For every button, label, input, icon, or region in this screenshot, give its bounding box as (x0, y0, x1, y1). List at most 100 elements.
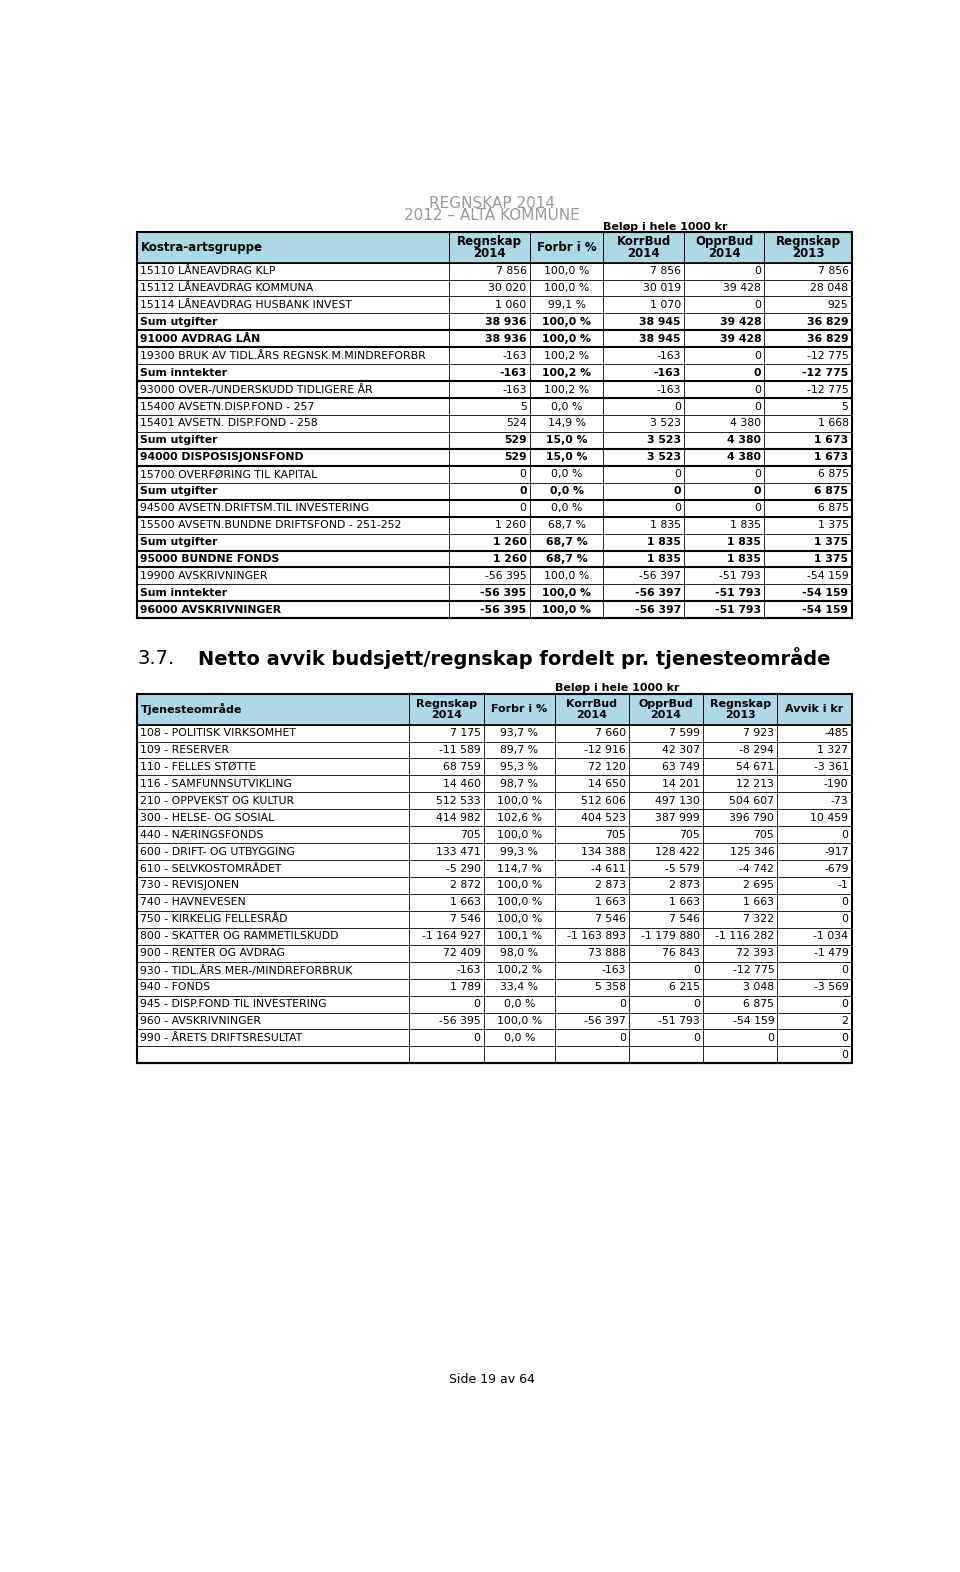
Text: Regnskap: Regnskap (416, 700, 477, 709)
Text: 100,2 %: 100,2 % (544, 385, 589, 395)
Text: Sum inntekter: Sum inntekter (140, 588, 228, 597)
Text: 0: 0 (842, 965, 849, 975)
Text: 1 835: 1 835 (650, 520, 681, 530)
Text: -54 159: -54 159 (732, 1016, 775, 1027)
Text: -4 611: -4 611 (591, 863, 626, 874)
Text: 0: 0 (619, 1033, 626, 1042)
Text: 750 - KIRKELIG FELLESRÅD: 750 - KIRKELIG FELLESRÅD (140, 915, 288, 924)
Text: 110 - FELLES STØTTE: 110 - FELLES STØTTE (140, 762, 256, 772)
Text: -1 179 880: -1 179 880 (641, 931, 700, 942)
Text: 4 380: 4 380 (728, 453, 761, 462)
Text: 1 070: 1 070 (650, 300, 681, 310)
Text: OpprBud: OpprBud (695, 236, 754, 248)
Text: 93000 OVER-/UNDERSKUDD TIDLIGERE ÅR: 93000 OVER-/UNDERSKUDD TIDLIGERE ÅR (140, 384, 372, 395)
Text: -51 793: -51 793 (715, 605, 761, 615)
Text: 125 346: 125 346 (730, 847, 775, 857)
Text: 1 375: 1 375 (818, 520, 849, 530)
Text: 1 375: 1 375 (814, 553, 849, 564)
Text: Tjenesteområde: Tjenesteområde (141, 703, 242, 715)
Text: 76 843: 76 843 (662, 948, 700, 959)
Text: 68,7 %: 68,7 % (545, 553, 588, 564)
Text: 0,0 %: 0,0 % (549, 486, 584, 497)
Text: 5 358: 5 358 (595, 982, 626, 992)
Text: 0,0 %: 0,0 % (503, 1033, 535, 1042)
Text: -917: -917 (824, 847, 849, 857)
Text: 414 982: 414 982 (436, 813, 481, 822)
Text: 1 663: 1 663 (743, 898, 775, 907)
Text: 0: 0 (767, 1033, 775, 1042)
Text: Sum utgifter: Sum utgifter (140, 486, 218, 497)
Text: 0: 0 (755, 351, 761, 360)
Text: -1 163 893: -1 163 893 (566, 931, 626, 942)
Text: 100,0 %: 100,0 % (496, 898, 541, 907)
Bar (137, 231, 852, 263)
Text: -485: -485 (824, 728, 849, 737)
Text: 2014: 2014 (473, 247, 506, 259)
Text: -5 579: -5 579 (665, 863, 700, 874)
Text: 740 - HAVNEVESEN: 740 - HAVNEVESEN (140, 898, 246, 907)
Text: 930 - TIDL.ÅRS MER-/MINDREFORBRUK: 930 - TIDL.ÅRS MER-/MINDREFORBRUK (140, 965, 352, 976)
Text: 14 650: 14 650 (588, 778, 626, 789)
Text: 1 673: 1 673 (814, 453, 849, 462)
Text: 36 829: 36 829 (806, 318, 849, 327)
Text: 5: 5 (519, 401, 527, 412)
Text: 6 875: 6 875 (743, 1000, 775, 1009)
Text: 7 546: 7 546 (449, 915, 481, 924)
Text: 15500 AVSETN.BUNDNE DRIFTSFOND - 251-252: 15500 AVSETN.BUNDNE DRIFTSFOND - 251-252 (140, 520, 401, 530)
Text: -1 116 282: -1 116 282 (715, 931, 775, 942)
Text: 0: 0 (755, 300, 761, 310)
Text: -163: -163 (601, 965, 626, 975)
Text: -5 290: -5 290 (445, 863, 481, 874)
Text: 1 060: 1 060 (495, 300, 527, 310)
Text: 7 660: 7 660 (594, 728, 626, 737)
Text: 2014: 2014 (651, 711, 682, 720)
Text: OpprBud: OpprBud (638, 700, 693, 709)
Text: 0,0 %: 0,0 % (551, 470, 582, 479)
Text: 925: 925 (828, 300, 849, 310)
Text: 2 695: 2 695 (743, 880, 775, 890)
Text: -1: -1 (838, 880, 849, 890)
Text: -51 793: -51 793 (715, 588, 761, 597)
Text: 3 523: 3 523 (647, 435, 681, 445)
Text: 0,0 %: 0,0 % (503, 1000, 535, 1009)
Text: 1 260: 1 260 (492, 538, 527, 547)
Text: -12 775: -12 775 (806, 385, 849, 395)
Text: 96000 AVSKRIVNINGER: 96000 AVSKRIVNINGER (140, 605, 281, 615)
Text: 98,0 %: 98,0 % (500, 948, 539, 959)
Text: 1 260: 1 260 (492, 553, 527, 564)
Text: 114,7 %: 114,7 % (496, 863, 541, 874)
Text: 940 - FONDS: 940 - FONDS (140, 982, 210, 992)
Text: 1 375: 1 375 (814, 538, 849, 547)
Text: Sum utgifter: Sum utgifter (140, 318, 218, 327)
Text: 128 422: 128 422 (656, 847, 700, 857)
Text: 10 459: 10 459 (810, 813, 849, 822)
Text: Kostra-artsgruppe: Kostra-artsgruppe (141, 241, 263, 253)
Text: 28 048: 28 048 (810, 283, 849, 292)
Text: -56 395: -56 395 (480, 588, 527, 597)
Text: 72 120: 72 120 (588, 762, 626, 772)
Text: 100,0 %: 100,0 % (496, 830, 541, 839)
Text: 100,0 %: 100,0 % (542, 318, 591, 327)
Text: 1 835: 1 835 (647, 538, 681, 547)
Text: 7 923: 7 923 (743, 728, 775, 737)
Text: 0: 0 (755, 385, 761, 395)
Text: 38 945: 38 945 (639, 318, 681, 327)
Text: KorrBud: KorrBud (566, 700, 617, 709)
Text: 7 546: 7 546 (669, 915, 700, 924)
Text: 30 019: 30 019 (642, 283, 681, 292)
Text: 1 663: 1 663 (669, 898, 700, 907)
Text: 38 945: 38 945 (639, 333, 681, 344)
Text: -54 159: -54 159 (803, 588, 849, 597)
Text: Beløp i hele 1000 kr: Beløp i hele 1000 kr (555, 682, 680, 693)
Text: 89,7 %: 89,7 % (500, 745, 539, 755)
Text: -163: -163 (654, 368, 681, 377)
Text: 108 - POLITISK VIRKSOMHET: 108 - POLITISK VIRKSOMHET (140, 728, 296, 737)
Text: 6 875: 6 875 (818, 470, 849, 479)
Text: 100,0 %: 100,0 % (496, 1016, 541, 1027)
Text: 512 533: 512 533 (436, 795, 481, 806)
Text: -56 395: -56 395 (439, 1016, 481, 1027)
Text: 960 - AVSKRIVNINGER: 960 - AVSKRIVNINGER (140, 1016, 261, 1027)
Text: 1 835: 1 835 (731, 520, 761, 530)
Text: 1 789: 1 789 (449, 982, 481, 992)
Text: 0: 0 (755, 503, 761, 512)
